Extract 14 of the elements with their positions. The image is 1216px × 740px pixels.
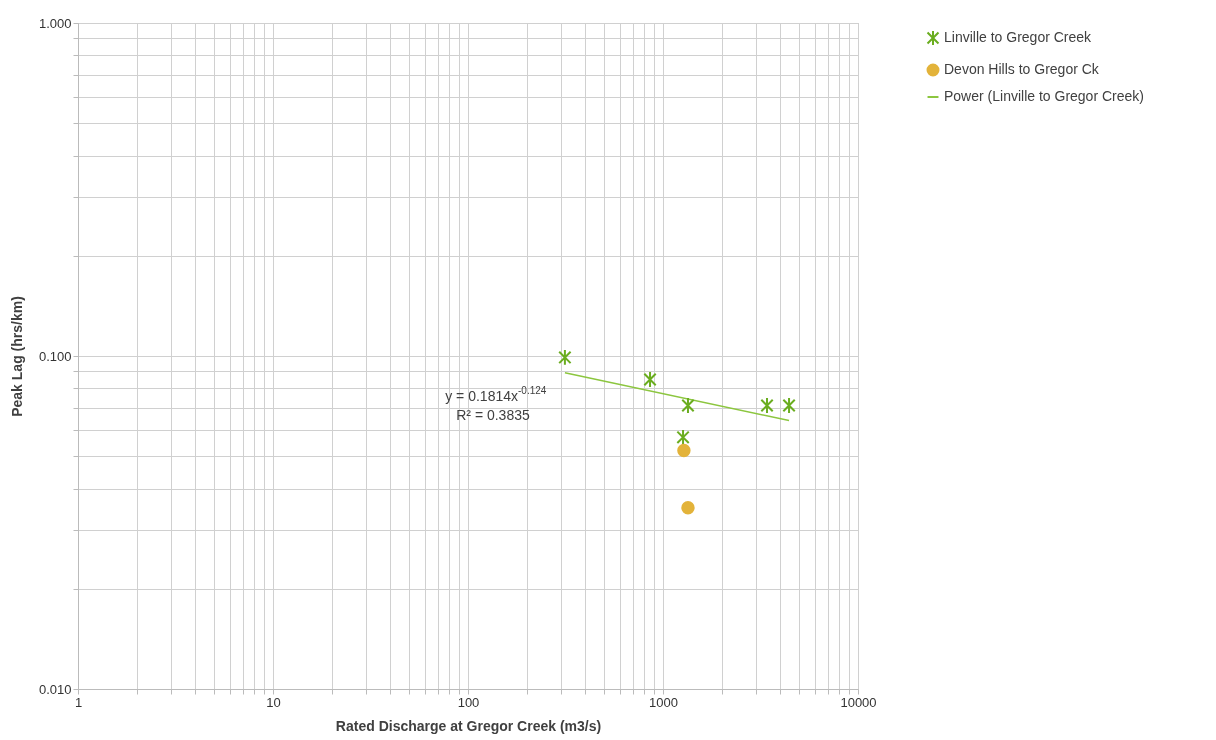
y-tick-label: 0.010 [38,681,72,697]
x-tick-label: 1 [74,694,83,710]
y-axis-title: Peak Lag (hrs/km) [8,296,25,417]
annotation: R² = 0.3835 [456,407,530,423]
legend-label: Power (Linville to Gregor Creek) [944,88,1144,104]
legend-label: Devon Hills to Gregor Ck [944,61,1100,77]
y-tick-label: 0.100 [38,348,72,364]
y-tick-label: 1.000 [38,15,72,31]
x-tick-label: 10000 [840,694,877,710]
legend-label: Linville to Gregor Creek [944,29,1093,45]
x-tick-label: 10 [266,694,281,710]
x-tick-label: 100 [457,694,480,710]
x-tick-label: 1000 [649,694,678,710]
x-axis-title: Rated Discharge at Gregor Creek (m3/s) [335,717,602,734]
